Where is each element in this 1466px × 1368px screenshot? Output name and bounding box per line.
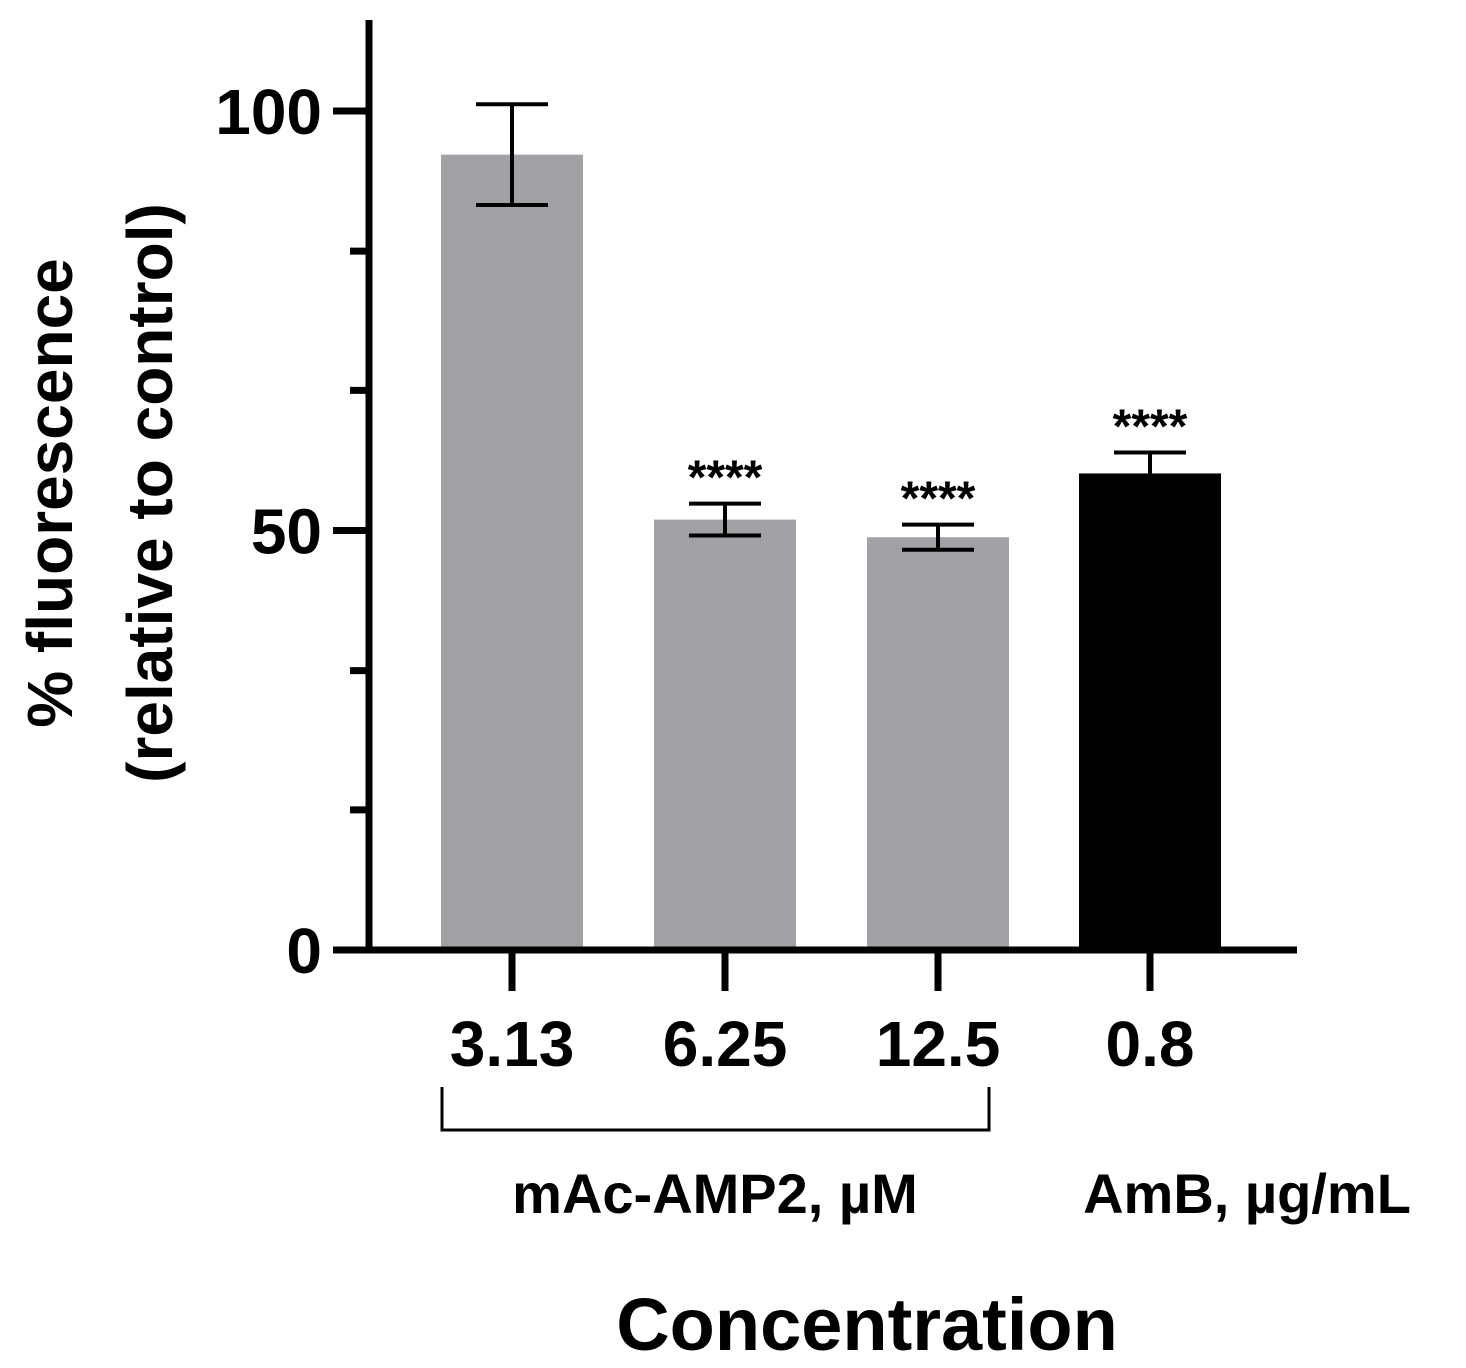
labels-layer: 0 50 100 3.13 6.25 12.5 0.8 mAc-AMP2, µM AmB, µg… xyxy=(14,76,1411,1366)
y-axis-title-line-1: % fluorescence xyxy=(14,258,86,728)
significance-label-2: **** xyxy=(901,473,976,526)
x-tick-label-0: 3.13 xyxy=(450,1008,575,1080)
significance-label-3: **** xyxy=(1113,400,1188,453)
y-tick-label-0: 0 xyxy=(286,915,322,987)
x-axis-title: Concentration xyxy=(616,1283,1118,1366)
x-tick-label-2: 12.5 xyxy=(876,1008,1001,1080)
bars-layer xyxy=(441,154,1221,951)
y-tick-label-2: 100 xyxy=(215,76,322,148)
axes-layer xyxy=(333,20,1297,1132)
error-bars-layer xyxy=(476,102,1186,552)
group-label-1: AmB, µg/mL xyxy=(1083,1162,1411,1225)
x-tick-label-3: 0.8 xyxy=(1106,1008,1195,1080)
bar-0 xyxy=(441,154,583,951)
group-bracket-0 xyxy=(440,1087,991,1132)
significance-layer: **** **** **** xyxy=(688,400,1188,525)
x-tick-label-1: 6.25 xyxy=(663,1008,788,1080)
y-tick-label-1: 50 xyxy=(251,496,322,568)
significance-label-1: **** xyxy=(688,452,763,505)
y-axis-title-line-2: (relative to control) xyxy=(114,203,186,783)
bar-2 xyxy=(867,537,1009,950)
group-label-0: mAc-AMP2, µM xyxy=(512,1162,918,1225)
bar-3 xyxy=(1079,473,1221,950)
bar-1 xyxy=(654,519,796,950)
